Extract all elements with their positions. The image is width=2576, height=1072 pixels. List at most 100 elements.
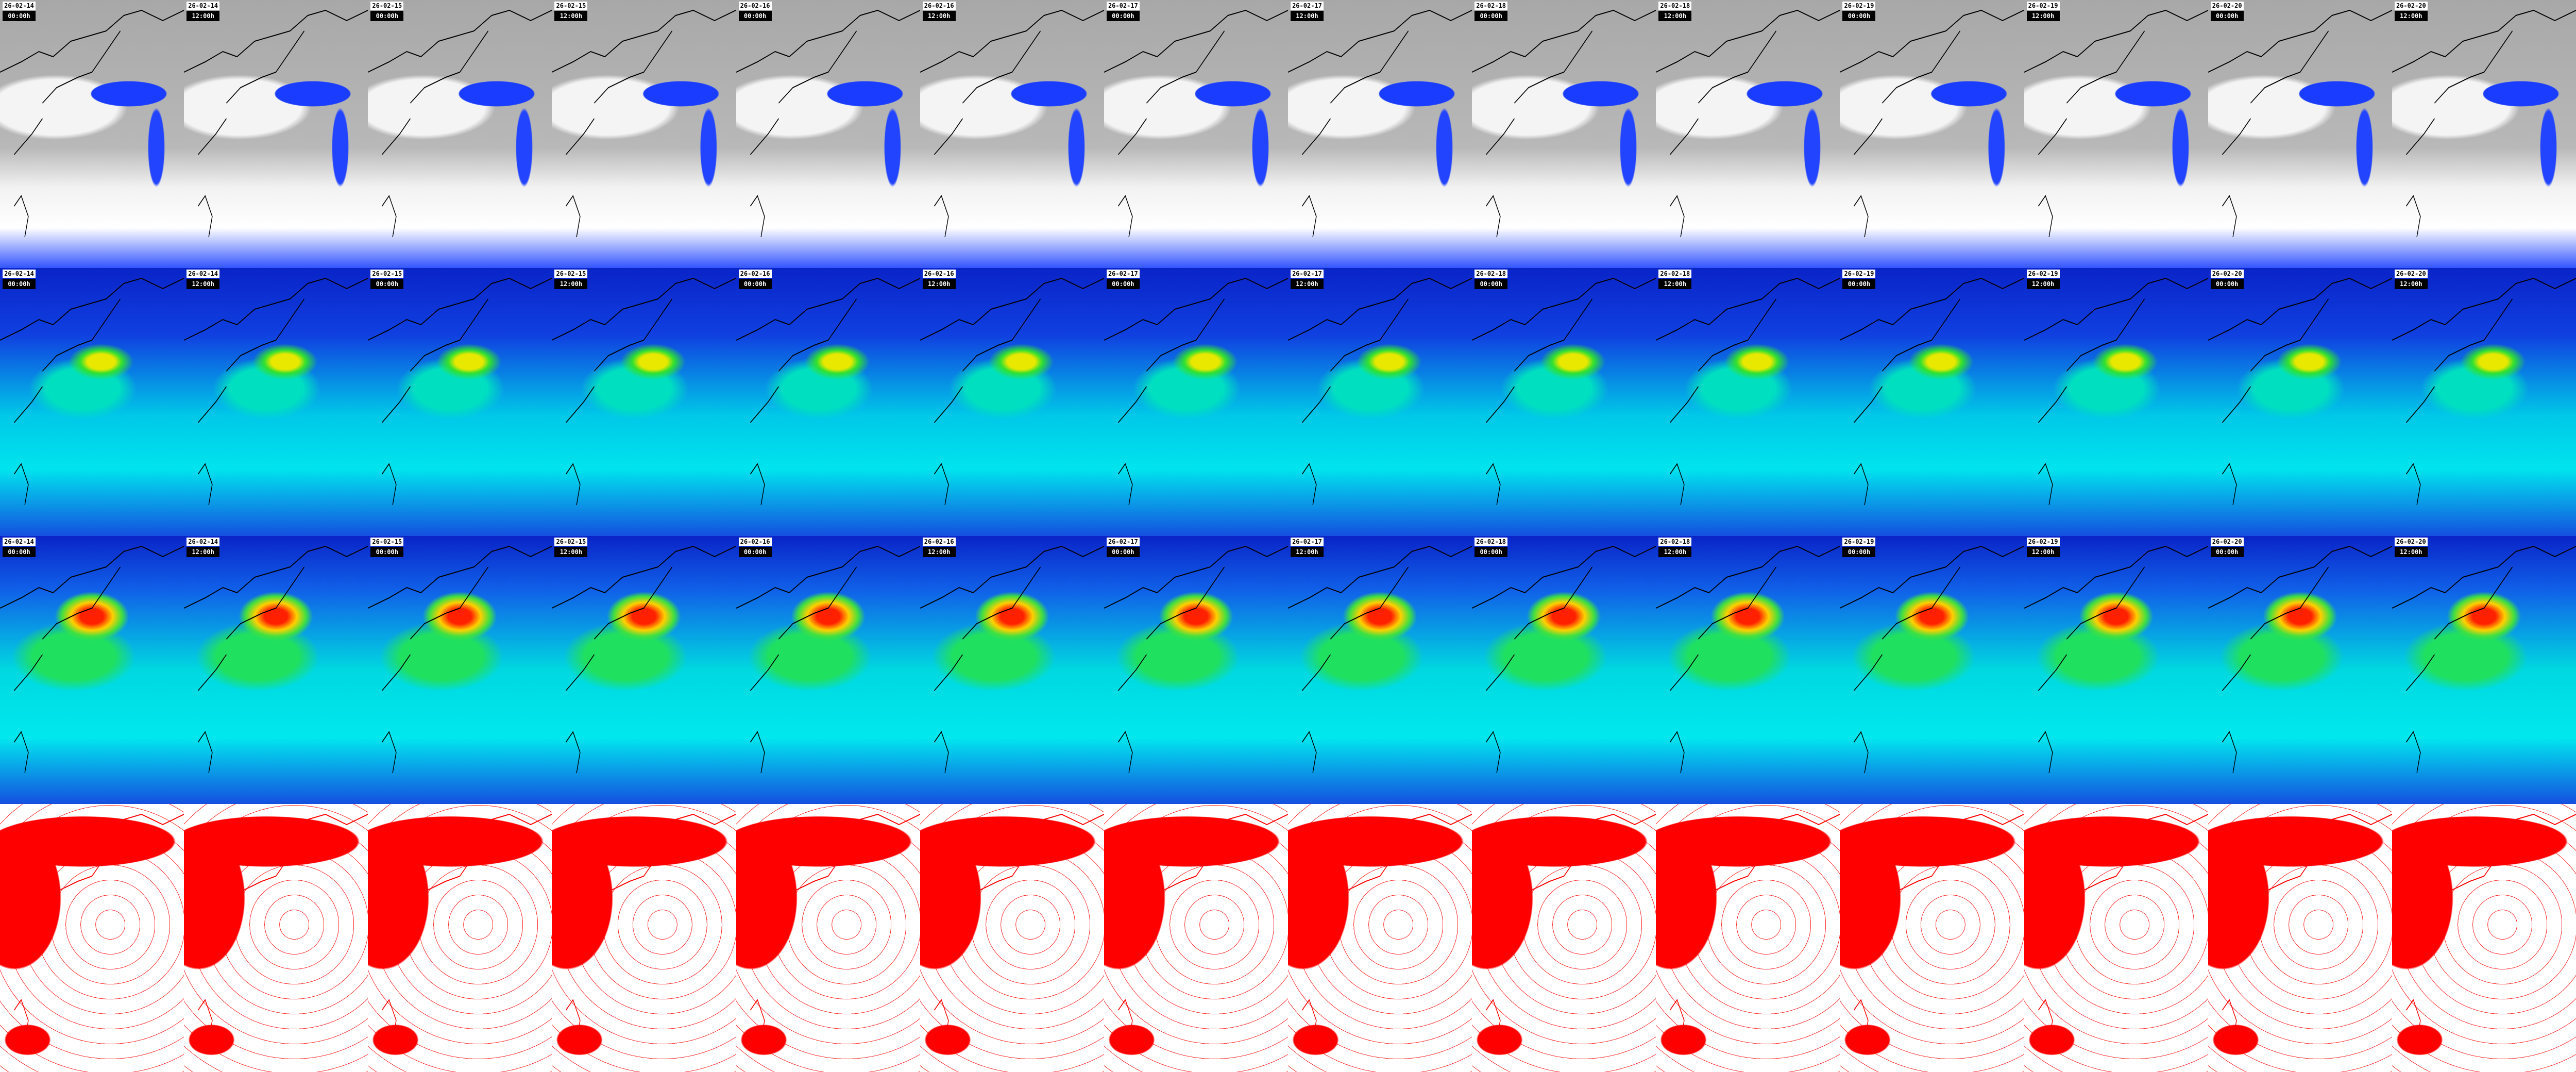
coastline-overlay <box>1840 545 2024 774</box>
coastline <box>1472 277 1656 506</box>
coastline-overlay <box>1287 277 1472 506</box>
coastline-overlay <box>1472 813 1656 1042</box>
date-label: 26-02-15 <box>370 538 404 546</box>
date-label: 26-02-20 <box>2210 2 2244 10</box>
wind-speed-low-map-12: 26-02-20 00:00h <box>2208 268 2392 536</box>
date-label: 26-02-14 <box>187 270 220 278</box>
wind-speed-high-map-5: 26-02-16 12:00h <box>920 536 1104 804</box>
cloud-precipitation-map-13: 26-02-20 12:00h <box>2392 0 2576 268</box>
cloud-precipitation-map-4: 26-02-16 00:00h <box>736 0 920 268</box>
coastline-overlay <box>736 545 920 774</box>
wind-speed-high-map-3: 26-02-15 12:00h <box>552 536 736 804</box>
date-label: 26-02-15 <box>370 2 404 10</box>
date-label: 26-02-17 <box>1290 538 1324 546</box>
time-label: 12:00h <box>187 279 220 289</box>
coastline <box>0 9 184 238</box>
wind-speed-high-map-11: 26-02-19 12:00h <box>2024 536 2208 804</box>
timestamp-label: 26-02-18 12:00h <box>1658 538 1692 557</box>
wind-speed-high-map-2: 26-02-15 00:00h <box>368 536 552 804</box>
time-label: 12:00h <box>922 11 956 21</box>
coastline <box>1104 9 1288 238</box>
time-label: 00:00h <box>1842 547 1876 557</box>
date-label: 26-02-19 <box>1842 2 1876 10</box>
coastline <box>736 277 920 506</box>
date-label: 26-02-20 <box>2210 538 2244 546</box>
wind-speed-low-map-5: 26-02-16 12:00h <box>920 268 1104 536</box>
coastline-overlay <box>184 9 368 238</box>
wind-speed-high-map-1: 26-02-14 12:00h <box>184 536 368 804</box>
coastline <box>1287 545 1472 774</box>
coastline <box>1104 277 1288 506</box>
time-label: 12:00h <box>1658 11 1692 21</box>
timestamp-label: 26-02-19 12:00h <box>2026 270 2060 289</box>
time-label: 12:00h <box>2394 11 2428 21</box>
coastline-overlay <box>1287 813 1472 1042</box>
coastline <box>920 9 1104 238</box>
timestamp-label: 26-02-20 00:00h <box>2210 270 2244 289</box>
timestamp-label: 26-02-19 00:00h <box>1842 270 1876 289</box>
date-label: 26-02-14 <box>187 538 220 546</box>
timestamp-label: 26-02-19 00:00h <box>1842 538 1876 557</box>
mslp-isobars-map-3 <box>552 804 736 1072</box>
wind-speed-low-map-4: 26-02-16 00:00h <box>736 268 920 536</box>
timestamp-label: 26-02-19 00:00h <box>1842 2 1876 21</box>
coastline-overlay <box>0 9 184 238</box>
date-label: 26-02-20 <box>2394 270 2428 278</box>
mslp-isobars-map-1 <box>184 804 368 1072</box>
time-label: 00:00h <box>370 279 404 289</box>
time-label: 00:00h <box>3 547 36 557</box>
wind-speed-high-map-7: 26-02-17 12:00h <box>1287 536 1472 804</box>
timestamp-label: 26-02-15 12:00h <box>554 270 588 289</box>
coastline <box>368 277 552 506</box>
time-label: 12:00h <box>2394 547 2428 557</box>
time-label: 12:00h <box>187 547 220 557</box>
coastline <box>920 813 1104 1042</box>
timestamp-label: 26-02-16 00:00h <box>738 2 772 21</box>
coastline <box>2392 813 2576 1042</box>
date-label: 26-02-18 <box>1658 2 1692 10</box>
timestamp-label: 26-02-18 12:00h <box>1658 270 1692 289</box>
timestamp-label: 26-02-18 00:00h <box>1475 270 1508 289</box>
wind-speed-low-map-7: 26-02-17 12:00h <box>1287 268 1472 536</box>
timestamp-label: 26-02-18 00:00h <box>1475 2 1508 21</box>
timestamp-label: 26-02-20 00:00h <box>2210 538 2244 557</box>
timestamp-label: 26-02-16 12:00h <box>922 2 956 21</box>
time-label: 00:00h <box>738 11 772 21</box>
coastline <box>2024 277 2208 506</box>
coastline-overlay <box>368 813 552 1042</box>
coastline-overlay <box>0 545 184 774</box>
coastline <box>368 813 552 1042</box>
coastline <box>736 9 920 238</box>
mslp-isobars-map-2 <box>368 804 552 1072</box>
date-label: 26-02-18 <box>1475 2 1508 10</box>
mslp-isobars-map-0 <box>0 804 184 1072</box>
coastline-overlay <box>736 9 920 238</box>
time-label: 00:00h <box>738 279 772 289</box>
time-label: 12:00h <box>922 279 956 289</box>
coastline <box>552 813 736 1042</box>
coastline-overlay <box>552 9 736 238</box>
coastline-overlay <box>2024 9 2208 238</box>
wind-speed-low-map-6: 26-02-17 00:00h <box>1104 268 1288 536</box>
date-label: 26-02-15 <box>554 270 588 278</box>
coastline-overlay <box>920 813 1104 1042</box>
wind-speed-high-map-13: 26-02-20 12:00h <box>2392 536 2576 804</box>
mslp-isobars-map-10 <box>1840 804 2024 1072</box>
coastline <box>552 9 736 238</box>
timestamp-label: 26-02-17 12:00h <box>1290 538 1324 557</box>
time-label: 12:00h <box>1290 279 1324 289</box>
time-label: 12:00h <box>2026 11 2060 21</box>
timestamp-label: 26-02-18 12:00h <box>1658 2 1692 21</box>
mslp-isobars-map-9 <box>1656 804 1840 1072</box>
date-label: 26-02-19 <box>2026 538 2060 546</box>
time-label: 00:00h <box>738 547 772 557</box>
date-label: 26-02-14 <box>3 538 36 546</box>
coastline <box>2208 813 2392 1042</box>
date-label: 26-02-16 <box>922 270 956 278</box>
coastline-overlay <box>1656 545 1840 774</box>
timestamp-label: 26-02-14 12:00h <box>187 538 220 557</box>
cloud-precipitation-map-7: 26-02-17 12:00h <box>1287 0 1472 268</box>
timestamp-label: 26-02-17 00:00h <box>1106 270 1140 289</box>
wind-speed-high-map-8: 26-02-18 00:00h <box>1472 536 1656 804</box>
date-label: 26-02-19 <box>2026 2 2060 10</box>
